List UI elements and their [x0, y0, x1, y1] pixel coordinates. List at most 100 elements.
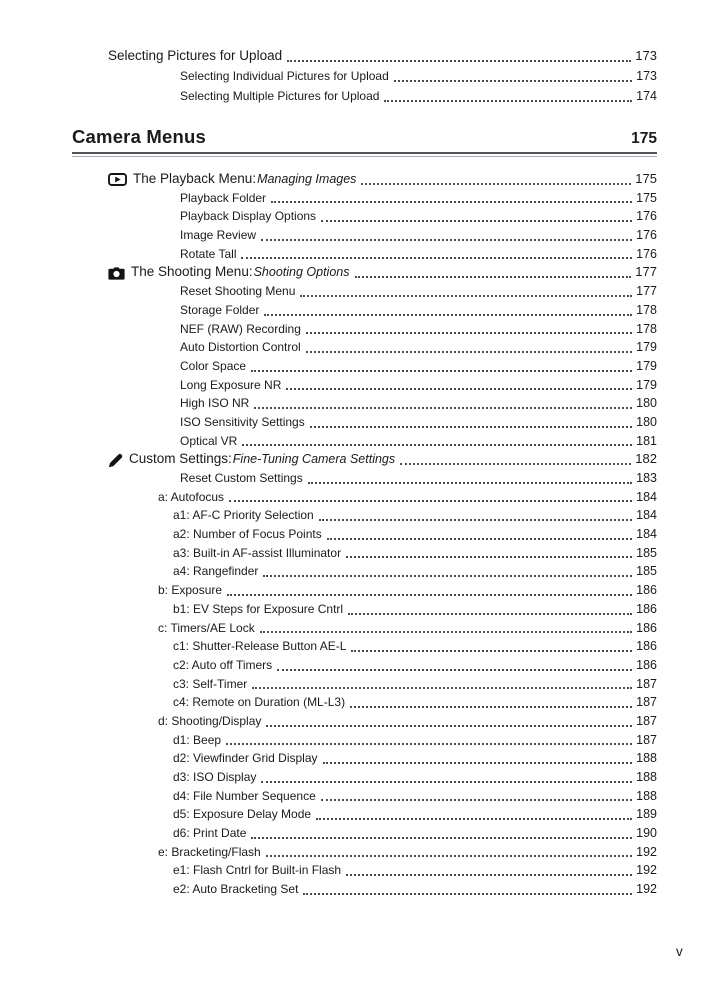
leader-dots — [252, 687, 633, 690]
camera-icon — [108, 267, 125, 280]
chapter-title: Camera Menus — [72, 126, 207, 147]
leader-dots — [264, 313, 633, 316]
toc-entry-label: High ISO NR — [180, 396, 250, 411]
toc-entry-page: 184 — [636, 508, 657, 523]
toc-entry: Selecting Multiple Pictures for Upload 17… — [72, 86, 657, 106]
leader-dots — [303, 892, 633, 895]
toc-list: The Playback Menu: Managing Images 175 Pla… — [72, 170, 657, 899]
leader-dots — [361, 182, 632, 185]
toc-entry-page: 192 — [636, 863, 657, 878]
leader-dots — [354, 276, 632, 279]
toc-entry-page: 176 — [636, 209, 657, 224]
toc-entry-label: d5: Exposure Delay Mode — [173, 807, 312, 822]
chapter-heading-row: Camera Menus 175 — [72, 126, 657, 148]
leader-dots — [254, 406, 633, 409]
leader-dots — [346, 556, 633, 559]
leader-dots — [393, 80, 633, 82]
leader-dots — [241, 257, 633, 260]
toc-entry-page: 179 — [636, 340, 657, 355]
toc-entry-label: d6: Print Date — [173, 826, 247, 841]
toc-entry: b1: EV Steps for Exposure Cntrl 186 — [72, 600, 657, 619]
leader-dots — [326, 537, 633, 540]
toc-entry: Auto Distortion Control 179 — [72, 338, 657, 357]
toc-entry: Playback Folder 175 — [72, 189, 657, 208]
toc-entry-page: 179 — [636, 358, 657, 373]
toc-entry: Playback Display Options 176 — [72, 207, 657, 226]
toc-entry-label: ISO Sensitivity Settings — [180, 414, 305, 429]
toc-entry-label: d2: Viewfinder Grid Display — [173, 751, 318, 766]
toc-entry-label: Playback Display Options — [180, 209, 317, 224]
toc-entry-page: 173 — [635, 48, 657, 63]
toc-entry-label: Storage Folder — [180, 302, 260, 317]
leader-dots — [351, 649, 633, 652]
leader-dots — [320, 799, 633, 802]
toc-entry: Color Space 179 — [72, 357, 657, 376]
toc-entry: Long Exposure NR 179 — [72, 376, 657, 395]
toc-entry: e1: Flash Cntrl for Built-in Flash 192 — [72, 861, 657, 880]
toc-entry-label: Selecting Multiple Pictures for Upload — [180, 89, 380, 103]
toc-entry: c4: Remote on Duration (ML-L3) 187 — [72, 693, 657, 712]
toc-entry-page: 192 — [636, 882, 657, 897]
toc-entry-label: Custom Settings: — [129, 451, 232, 467]
toc-entry-label: Auto Distortion Control — [180, 340, 301, 355]
toc-entry-label: Long Exposure NR — [180, 377, 282, 392]
toc-entry: d4: File Number Sequence 188 — [72, 787, 657, 806]
leader-dots — [266, 724, 633, 727]
chapter-page-number: 175 — [631, 130, 657, 147]
leader-dots — [242, 444, 633, 447]
toc-entry: Selecting Pictures for Upload 173 — [72, 46, 657, 66]
leader-dots — [305, 350, 633, 353]
leader-dots — [350, 705, 633, 708]
toc-entry: ISO Sensitivity Settings 180 — [72, 413, 657, 432]
leader-dots — [322, 762, 633, 764]
toc-entry-label: d: Shooting/Display — [158, 713, 262, 728]
toc-entry-label: Image Review — [180, 228, 257, 243]
toc-entry: c: Timers/AE Lock 186 — [72, 619, 657, 638]
toc-entry-page: 187 — [636, 695, 657, 710]
toc-entry-page: 188 — [636, 751, 657, 766]
chapter-heading-rule — [72, 152, 657, 157]
leader-dots — [251, 836, 633, 839]
leader-dots — [307, 481, 633, 484]
toc-entry: Optical VR 181 — [72, 432, 657, 451]
toc-entry-label: a3: Built-in AF-assist Illuminator — [173, 545, 342, 560]
toc-entry: Image Review 176 — [72, 226, 657, 245]
playback-icon — [108, 173, 127, 187]
pre-section-list: Selecting Pictures for Upload 173 Selectin… — [72, 46, 657, 106]
toc-entry-label: Reset Shooting Menu — [180, 284, 296, 299]
toc-entry-page: 185 — [636, 564, 657, 579]
toc-entry-label: c3: Self-Timer — [173, 676, 248, 691]
toc-entry: d: Shooting/Display 187 — [72, 712, 657, 731]
toc-entry-label: a4: Rangefinder — [173, 564, 259, 579]
leader-dots — [316, 818, 633, 821]
toc-entry: c3: Self-Timer 187 — [72, 675, 657, 694]
leader-dots — [348, 612, 633, 615]
toc-entry: d6: Print Date 190 — [72, 824, 657, 843]
toc-entry-page: 187 — [636, 713, 657, 728]
toc-content-column: Selecting Pictures for Upload 173 Selectin… — [72, 0, 657, 899]
toc-entry-page: 175 — [636, 190, 657, 205]
leader-dots — [277, 668, 633, 671]
toc-entry: Storage Folder 178 — [72, 301, 657, 320]
toc-entry-page: 187 — [636, 676, 657, 691]
toc-entry: Custom Settings: Fine-Tuning Camera Sett… — [72, 450, 657, 469]
toc-entry-label: NEF (RAW) Recording — [180, 321, 301, 336]
toc-entry-label: a: Autofocus — [158, 489, 225, 504]
leader-dots — [305, 332, 633, 335]
toc-entry: d1: Beep 187 — [72, 731, 657, 750]
toc-entry-page: 190 — [636, 826, 657, 841]
toc-entry: e: Bracketing/Flash 192 — [72, 843, 657, 862]
toc-entry-page: 179 — [636, 377, 657, 392]
toc-entry: b: Exposure 186 — [72, 581, 657, 600]
toc-entry: The Shooting Menu: Shooting Options 177 — [72, 263, 657, 282]
toc-entry-label: Color Space — [180, 358, 247, 373]
toc-entry-label: The Playback Menu: — [133, 171, 257, 186]
toc-entry: a: Autofocus 184 — [72, 488, 657, 507]
toc-entry-page: 174 — [636, 89, 657, 103]
toc-entry-page: 177 — [636, 284, 657, 299]
toc-entry-label: d3: ISO Display — [173, 770, 257, 784]
toc-entry-label: The Shooting Menu: — [131, 264, 253, 280]
toc-entry-page: 181 — [636, 433, 657, 448]
toc-entry-label: Reset Custom Settings — [180, 471, 303, 485]
